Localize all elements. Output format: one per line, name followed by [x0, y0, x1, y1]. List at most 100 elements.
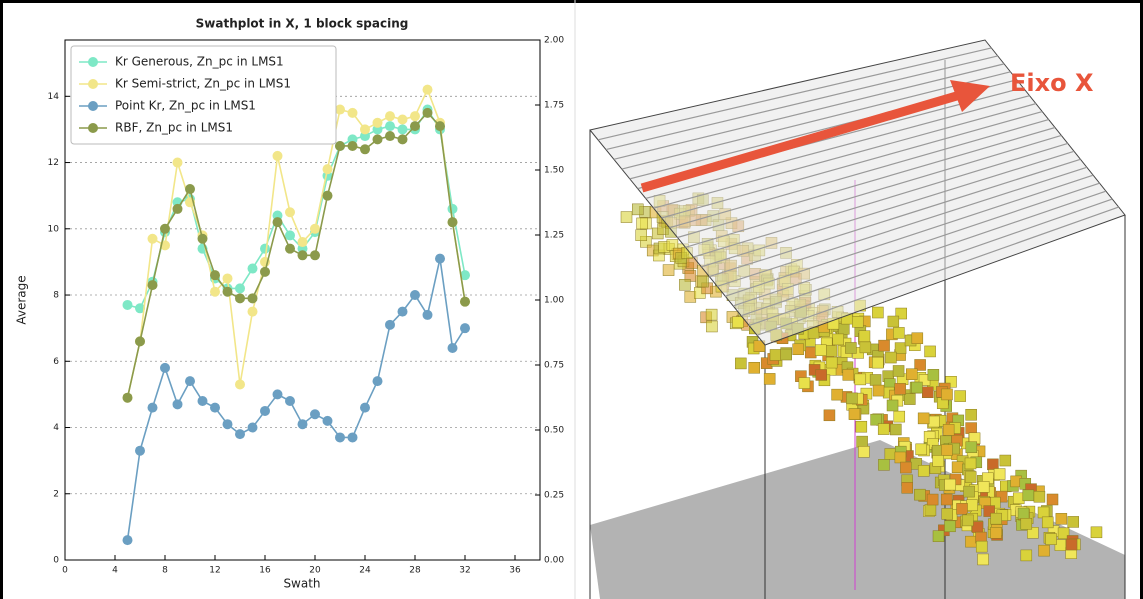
block [906, 369, 917, 380]
data-point [448, 217, 458, 227]
data-point [398, 307, 408, 317]
data-point [223, 287, 233, 297]
axis-annotation: Eixo X [1010, 69, 1094, 97]
y2-tick-label: 0.50 [544, 426, 564, 436]
block [893, 327, 904, 338]
data-point [210, 403, 220, 413]
data-point [248, 264, 258, 274]
x-axis-label: Swath [283, 577, 320, 591]
x-tick-label: 12 [209, 566, 220, 576]
data-point [285, 230, 295, 240]
block [872, 307, 883, 318]
block [941, 445, 952, 456]
data-point [298, 237, 308, 247]
y-tick-label: 4 [53, 423, 59, 433]
data-point [123, 300, 133, 310]
block [1038, 507, 1049, 518]
block [824, 410, 835, 421]
y2-tick-label: 1.00 [544, 296, 564, 306]
y2-tick-label: 1.75 [544, 101, 564, 111]
data-point [373, 376, 383, 386]
block [933, 455, 944, 466]
block [972, 522, 983, 533]
data-point [360, 124, 370, 134]
data-point [223, 273, 233, 283]
data-point [285, 244, 295, 254]
data-point [385, 111, 395, 121]
block [833, 334, 844, 345]
block [942, 508, 953, 519]
block [1021, 550, 1032, 561]
data-point [248, 293, 258, 303]
data-point [135, 336, 145, 346]
block [965, 472, 976, 483]
data-point [123, 535, 133, 545]
data-point [123, 393, 133, 403]
legend-marker [88, 79, 98, 89]
block [928, 369, 939, 380]
block [1021, 518, 1032, 529]
y2-tick-label: 0.75 [544, 361, 564, 371]
page: Eixo X Swathplot in X, 1 block spacing S… [0, 0, 1143, 599]
block [918, 413, 929, 424]
block [914, 489, 925, 500]
block [966, 423, 977, 434]
block [870, 374, 881, 385]
block [732, 317, 743, 328]
block [1039, 545, 1050, 556]
data-point [248, 307, 258, 317]
legend-marker [88, 57, 98, 67]
data-point [398, 134, 408, 144]
data-point [148, 234, 158, 244]
block [855, 374, 866, 385]
block [815, 345, 826, 356]
block [943, 424, 954, 435]
block [967, 500, 978, 511]
block [904, 394, 915, 405]
legend-label: Point Kr, Zn_pc in LMS1 [115, 99, 256, 113]
block [859, 331, 870, 342]
y2-tick-label: 0.00 [544, 556, 564, 566]
data-point [335, 432, 345, 442]
block [697, 276, 708, 287]
block [918, 465, 929, 476]
data-point [173, 204, 183, 214]
block [893, 365, 904, 376]
block [860, 342, 871, 353]
x-tick-label: 20 [309, 566, 321, 576]
data-point [360, 144, 370, 154]
data-point [348, 108, 358, 118]
block [749, 362, 760, 373]
data-point [398, 124, 408, 134]
data-point [298, 419, 308, 429]
block [966, 409, 977, 420]
data-point [148, 403, 158, 413]
block [1023, 490, 1034, 501]
data-point [198, 234, 208, 244]
block [978, 481, 989, 492]
y-tick-label: 12 [48, 158, 59, 168]
data-point [448, 343, 458, 353]
block [706, 321, 717, 332]
chart-title: Swathplot in X, 1 block spacing [196, 17, 409, 31]
data-point [360, 403, 370, 413]
x-tick-label: 28 [409, 566, 421, 576]
block [952, 462, 963, 473]
x-tick-label: 0 [62, 566, 68, 576]
block [900, 462, 911, 473]
block [955, 391, 966, 402]
block [799, 378, 810, 389]
y-tick-label: 2 [53, 489, 59, 499]
data-point [385, 131, 395, 141]
data-point [298, 250, 308, 260]
block [878, 459, 889, 470]
block [902, 482, 913, 493]
data-point [260, 244, 270, 254]
data-point [235, 429, 245, 439]
y-tick-label: 14 [48, 92, 60, 102]
x-tick-label: 36 [509, 566, 521, 576]
data-point [135, 446, 145, 456]
legend-label: Kr Semi-strict, Zn_pc in LMS1 [115, 77, 291, 91]
data-point [273, 151, 283, 161]
block [965, 536, 976, 547]
